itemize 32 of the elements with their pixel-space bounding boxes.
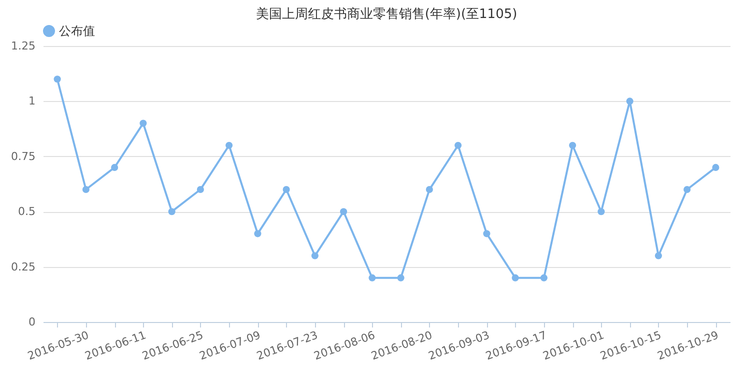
point xyxy=(483,230,490,238)
point xyxy=(196,186,204,194)
point xyxy=(340,208,348,216)
legend-label: 公布值 xyxy=(59,24,95,38)
point xyxy=(82,186,90,194)
point xyxy=(712,164,720,171)
point xyxy=(598,208,605,216)
point xyxy=(226,142,233,149)
point xyxy=(397,274,404,282)
point xyxy=(254,230,262,238)
point xyxy=(540,274,548,282)
point xyxy=(569,142,576,149)
y-tick-label: 0.25 xyxy=(11,260,36,274)
y-tick-label: 0.75 xyxy=(11,150,36,163)
point xyxy=(54,76,61,83)
y-tick-label: 0.5 xyxy=(18,205,36,218)
chart-title: 美国上周红皮书商业零售销售(年率)(至1105) xyxy=(256,6,518,22)
point xyxy=(512,274,519,282)
point xyxy=(140,120,147,127)
point xyxy=(626,98,634,105)
point xyxy=(454,142,462,149)
y-tick-label: 1 xyxy=(28,94,36,108)
point xyxy=(684,186,691,194)
y-tick-label: 1.25 xyxy=(11,40,36,52)
point xyxy=(654,252,662,260)
point xyxy=(168,208,176,216)
y-tick-label: 0 xyxy=(28,316,36,328)
point xyxy=(111,164,118,171)
point xyxy=(426,186,433,194)
point xyxy=(368,274,376,282)
point xyxy=(311,252,318,260)
point xyxy=(282,186,290,194)
